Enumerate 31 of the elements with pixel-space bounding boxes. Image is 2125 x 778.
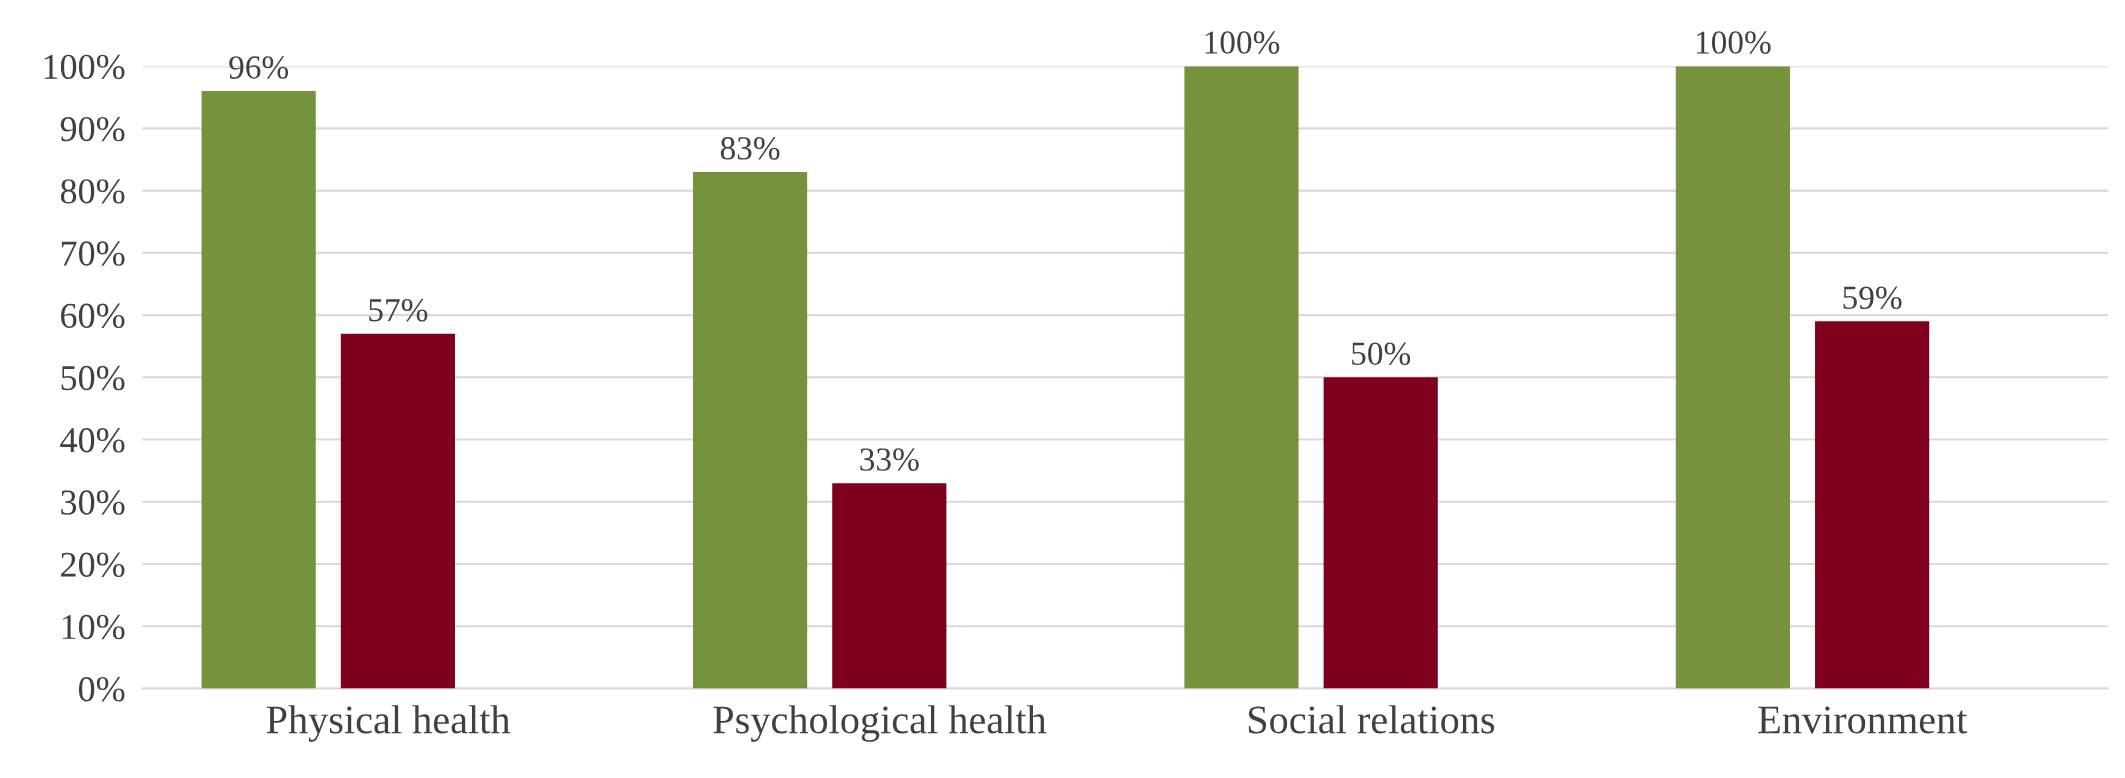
bar xyxy=(1323,377,1438,689)
bar xyxy=(340,333,455,689)
bar xyxy=(1184,66,1299,689)
data-label: 83% xyxy=(720,137,780,160)
y-tick-label: 10% xyxy=(62,614,125,640)
y-tick-label: 60% xyxy=(61,303,125,329)
y-tick-label: 90% xyxy=(60,116,125,142)
bar xyxy=(201,91,316,689)
data-label: 33% xyxy=(860,448,919,471)
x-tick-label: Social relations xyxy=(1248,705,1495,734)
y-tick-label: 70% xyxy=(61,241,125,266)
x-tick-label: Physical health xyxy=(266,705,511,742)
data-label: 50% xyxy=(1352,342,1411,366)
bar xyxy=(1815,321,1930,689)
y-tick-label: 0% xyxy=(78,677,125,702)
y-tick-label: 50% xyxy=(61,365,125,391)
data-label: 59% xyxy=(1843,286,1902,310)
bar xyxy=(693,171,808,689)
data-label: 100% xyxy=(1696,31,1771,54)
y-tick-label: 100% xyxy=(44,54,125,80)
y-tick-label: 80% xyxy=(60,179,125,204)
data-label: 96% xyxy=(229,56,289,79)
bar xyxy=(832,483,947,689)
y-tick-label: 20% xyxy=(61,552,125,578)
x-tick-label: Environment xyxy=(1758,706,1968,734)
data-label: 57% xyxy=(369,298,428,322)
y-tick-label: 40% xyxy=(60,428,125,453)
y-tick-label: 30% xyxy=(61,490,125,515)
data-label: 100% xyxy=(1205,31,1280,54)
x-tick-label: Psychological health xyxy=(713,705,1047,742)
bar xyxy=(1675,66,1790,689)
